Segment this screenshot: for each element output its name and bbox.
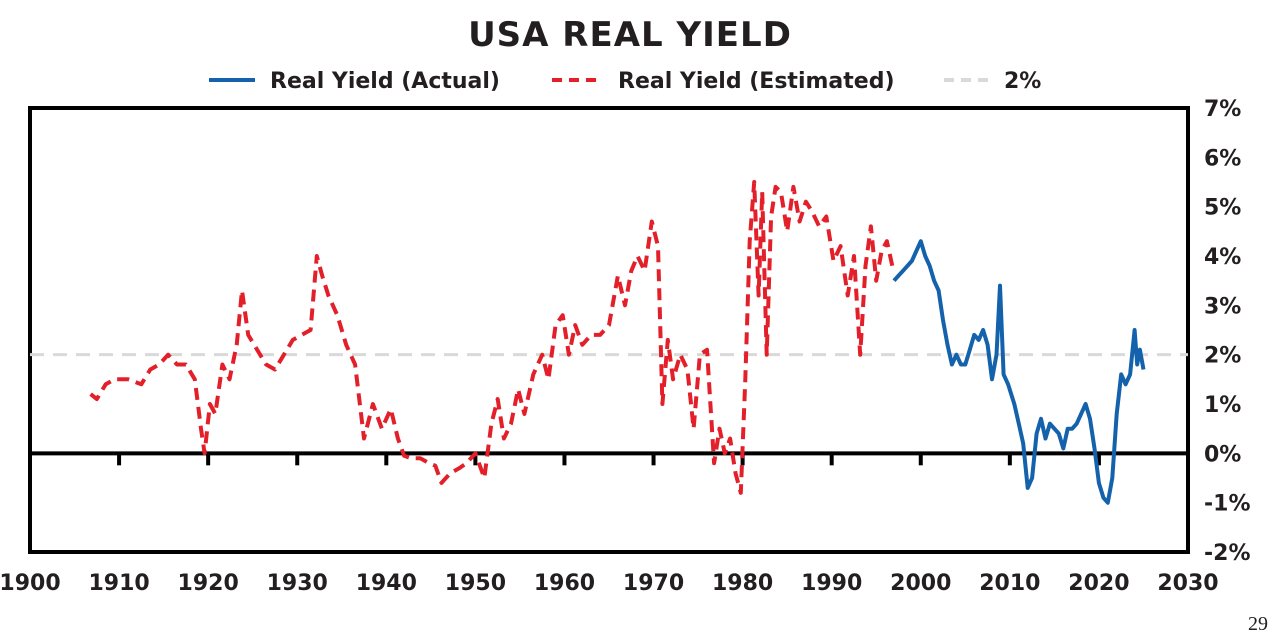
x-tick-label: 1950 — [445, 571, 506, 596]
x-tick-label: 1960 — [534, 571, 595, 596]
y-tick-label: -2% — [1204, 541, 1250, 566]
legend-label-estimated: Real Yield (Estimated) — [618, 69, 895, 94]
x-tick-label: 1910 — [88, 571, 149, 596]
y-tick-label: 5% — [1204, 196, 1241, 221]
y-tick-label: 2% — [1204, 344, 1241, 369]
legend-label-actual: Real Yield (Actual) — [270, 69, 500, 94]
y-tick-label: 6% — [1204, 146, 1241, 171]
x-tick-label: 1970 — [623, 571, 684, 596]
y-tick-label: 3% — [1204, 294, 1241, 319]
x-tick-label: 2020 — [1068, 571, 1129, 596]
x-tick-label: 2030 — [1157, 571, 1218, 596]
x-tick-label: 1900 — [0, 571, 61, 596]
x-tick-label: 1990 — [801, 571, 862, 596]
x-axis-ticks — [117, 453, 1101, 466]
y-tick-label: -1% — [1204, 492, 1250, 517]
x-tick-label: 1920 — [178, 571, 239, 596]
legend: Real Yield (Actual) Real Yield (Estimate… — [209, 69, 1041, 94]
series-line-actual — [892, 239, 1146, 505]
page-number: 29 — [1248, 613, 1268, 635]
chart-title: USA REAL YIELD — [468, 15, 792, 55]
plot-area — [28, 106, 1190, 554]
x-tick-label: 1930 — [267, 571, 328, 596]
y-tick-label: 4% — [1204, 245, 1241, 270]
x-tick-label: 2010 — [979, 571, 1040, 596]
y-tick-label: 7% — [1204, 97, 1241, 122]
x-tick-label: 2000 — [890, 571, 951, 596]
y-tick-label: 0% — [1204, 442, 1241, 467]
x-axis-labels: 1900 1910 1920 1930 1940 1950 1960 1970 1980 1990… — [0, 571, 1219, 596]
y-axis-labels: 7% 6% 5% 4% 3% 2% 1% 0% -1% -2% — [1204, 97, 1250, 566]
x-tick-label: 1940 — [356, 571, 417, 596]
x-tick-label: 1980 — [712, 571, 773, 596]
series-line-estimated — [89, 180, 895, 495]
plot-frame — [28, 106, 1190, 554]
y-tick-label: 1% — [1204, 393, 1241, 418]
legend-label-2pct: 2% — [1004, 69, 1041, 94]
